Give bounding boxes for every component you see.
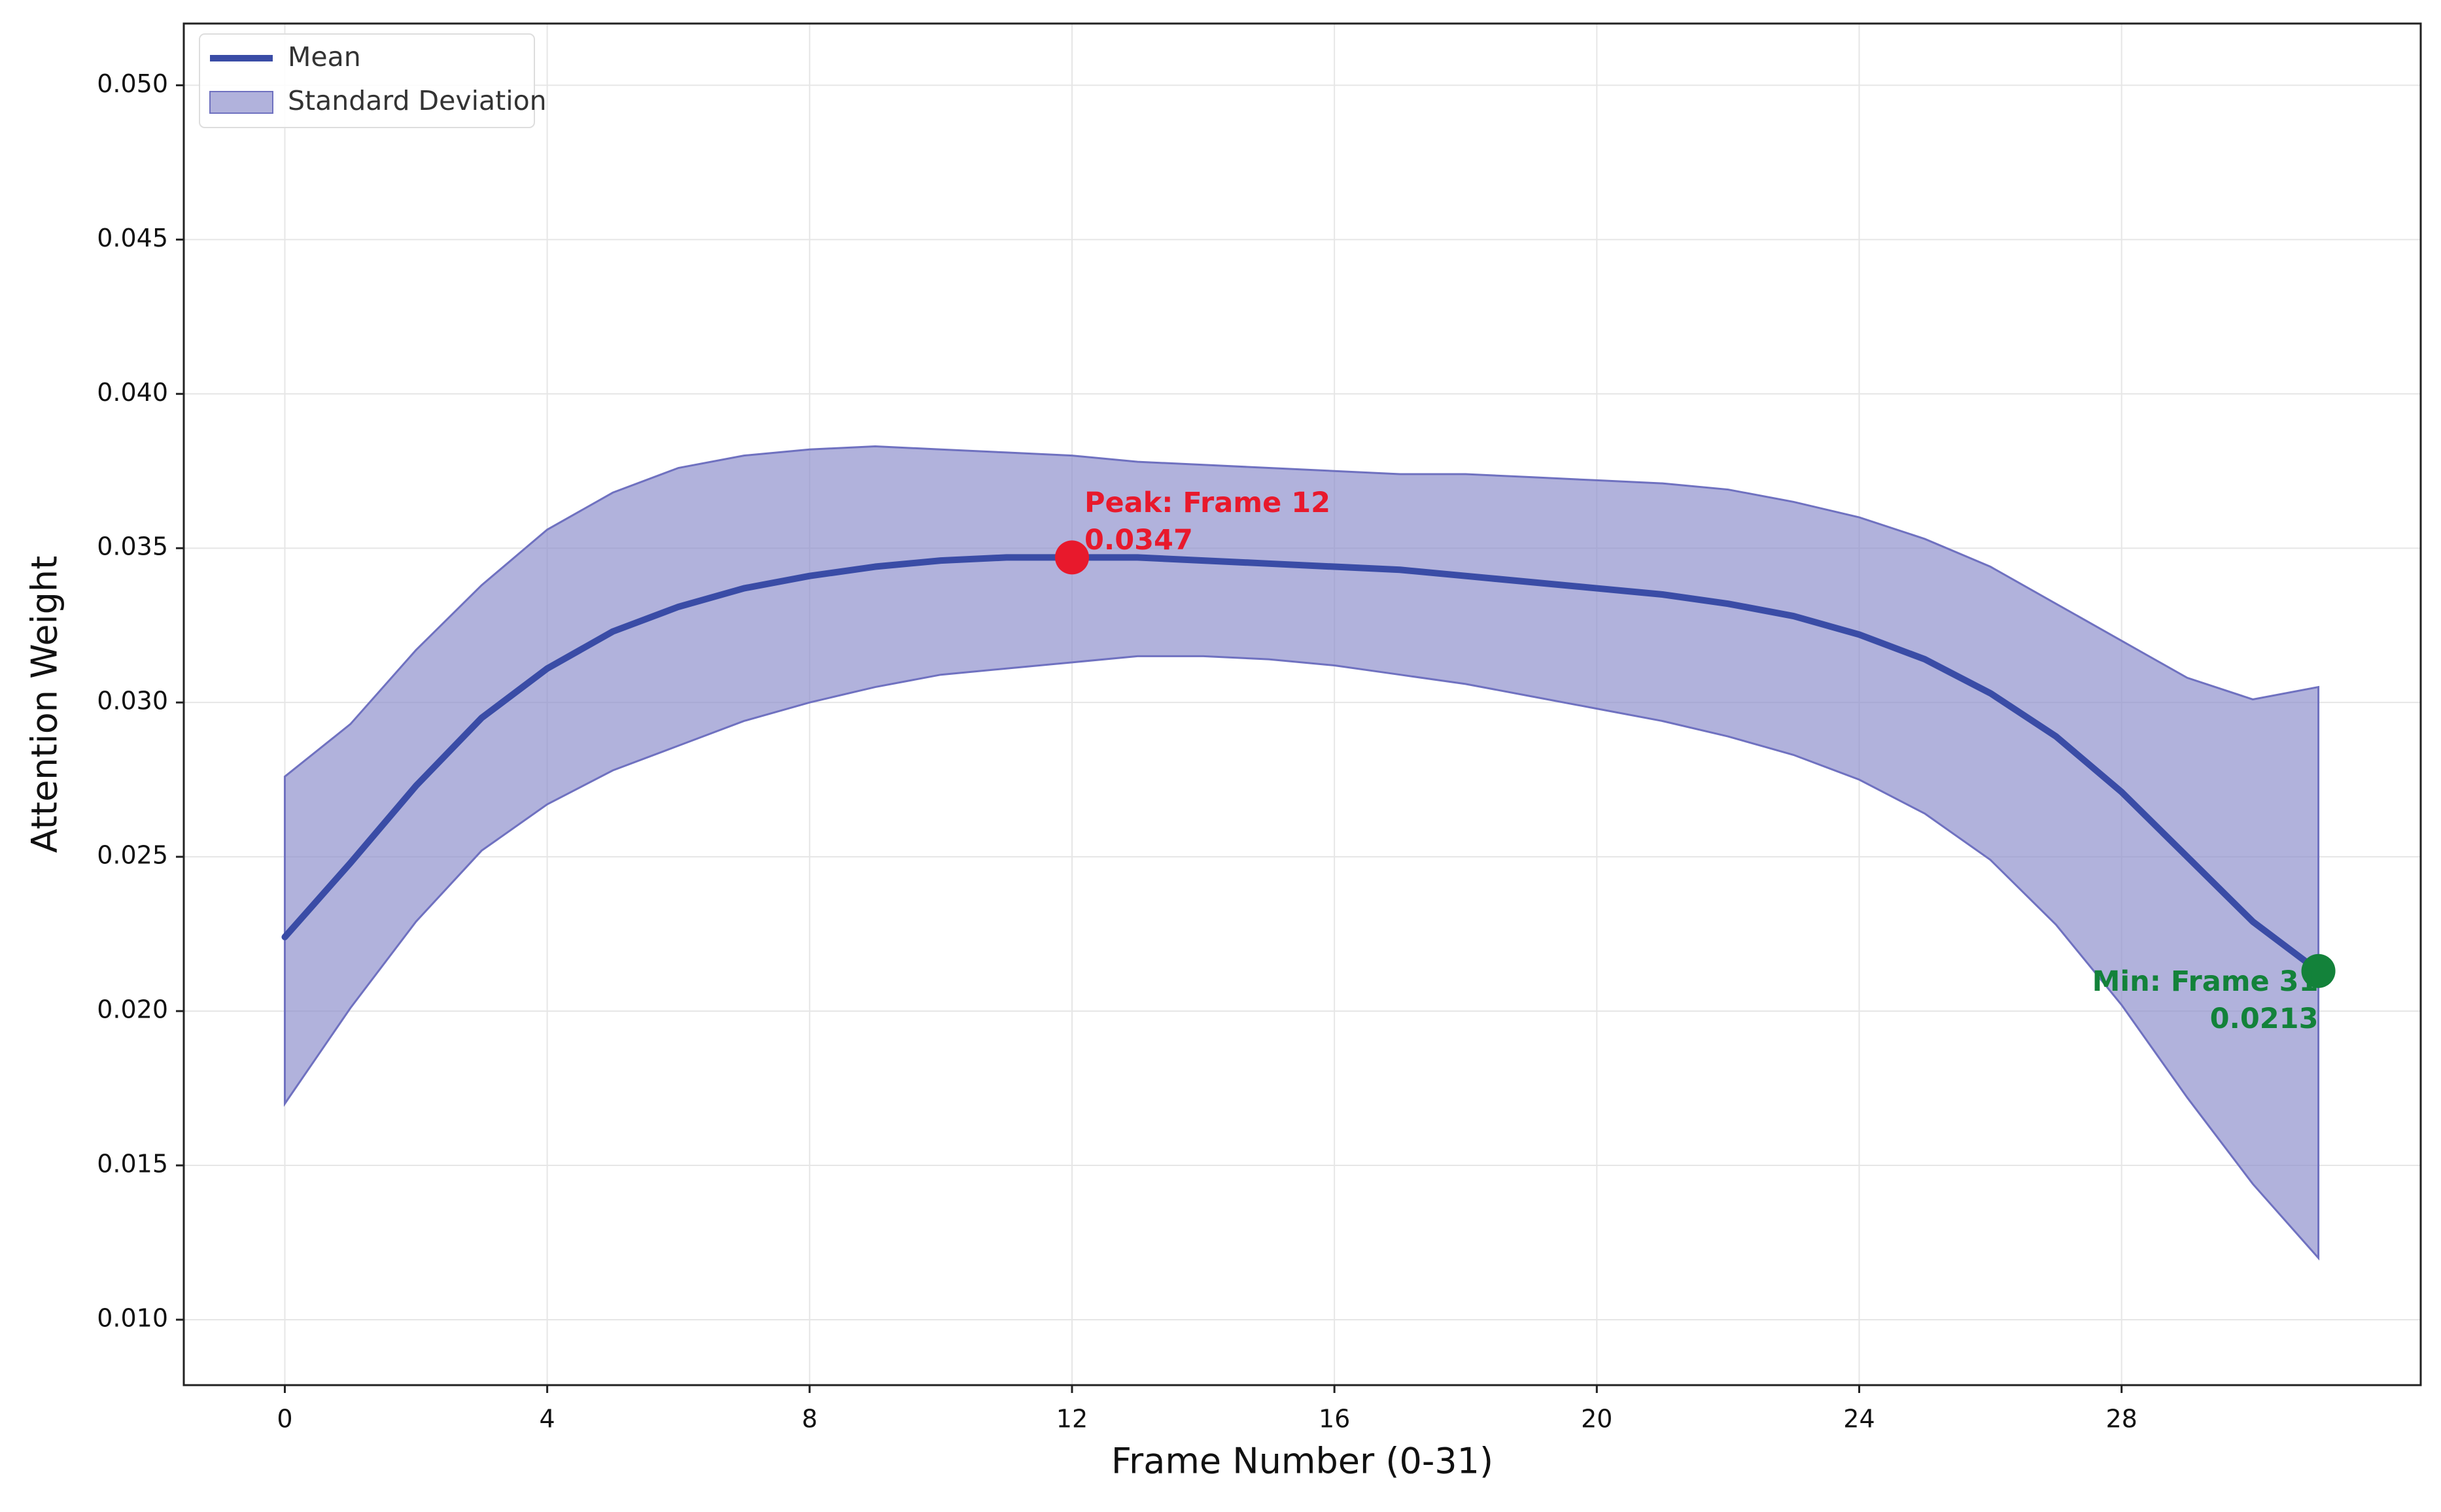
y-tick-label: 0.030 bbox=[97, 687, 168, 715]
annotation-label: 0.0347 bbox=[1084, 524, 1193, 557]
y-tick-label: 0.040 bbox=[97, 378, 168, 407]
x-tick-label: 24 bbox=[1843, 1405, 1875, 1434]
x-tick-label: 28 bbox=[2105, 1405, 2137, 1434]
legend-label: Standard Deviation bbox=[288, 85, 547, 116]
annotation-marker bbox=[2301, 954, 2336, 988]
axes: 0.010 0.015 0.020 0.025 0.030 0.035 0.040 0.045… bbox=[97, 69, 2138, 1434]
legend-swatch bbox=[209, 91, 273, 114]
annotation-marker bbox=[1054, 540, 1089, 575]
legend-frame bbox=[199, 33, 535, 128]
x-tick-label: 12 bbox=[1056, 1405, 1088, 1434]
legend: Mean Standard Deviation bbox=[199, 33, 547, 128]
y-tick-label: 0.035 bbox=[97, 532, 168, 561]
annotation-label: Peak: Frame 12 bbox=[1084, 487, 1330, 519]
y-axis-label: Attention Weight bbox=[24, 556, 65, 853]
y-tick-label: 0.010 bbox=[97, 1303, 168, 1332]
y-tick-label: 0.050 bbox=[97, 69, 168, 98]
plot: Peak: Frame 12 0.0347 Min: Frame 31 0.0213 bbox=[281, 445, 2336, 1261]
plot-frame bbox=[182, 22, 2422, 1386]
y-tick-label: 0.020 bbox=[97, 995, 168, 1024]
legend-label: Mean bbox=[288, 41, 361, 73]
annotation-label: Min: Frame 31 bbox=[2092, 965, 2319, 998]
x-axis-label: Frame Number (0-31) bbox=[1111, 1441, 1493, 1482]
x-tick-label: 4 bbox=[540, 1405, 555, 1434]
y-tick-label: 0.015 bbox=[97, 1150, 168, 1178]
std-band bbox=[283, 445, 2320, 1261]
x-tick-label: 0 bbox=[277, 1405, 292, 1434]
x-tick-label: 20 bbox=[1581, 1405, 1612, 1434]
x-tick-label: 8 bbox=[802, 1405, 818, 1434]
y-tick-label: 0.045 bbox=[97, 224, 168, 252]
mean-line bbox=[281, 554, 2322, 974]
annotation-label: 0.0213 bbox=[2210, 1003, 2319, 1035]
y-tick-label: 0.025 bbox=[97, 841, 168, 870]
x-tick-label: 16 bbox=[1319, 1405, 1350, 1434]
